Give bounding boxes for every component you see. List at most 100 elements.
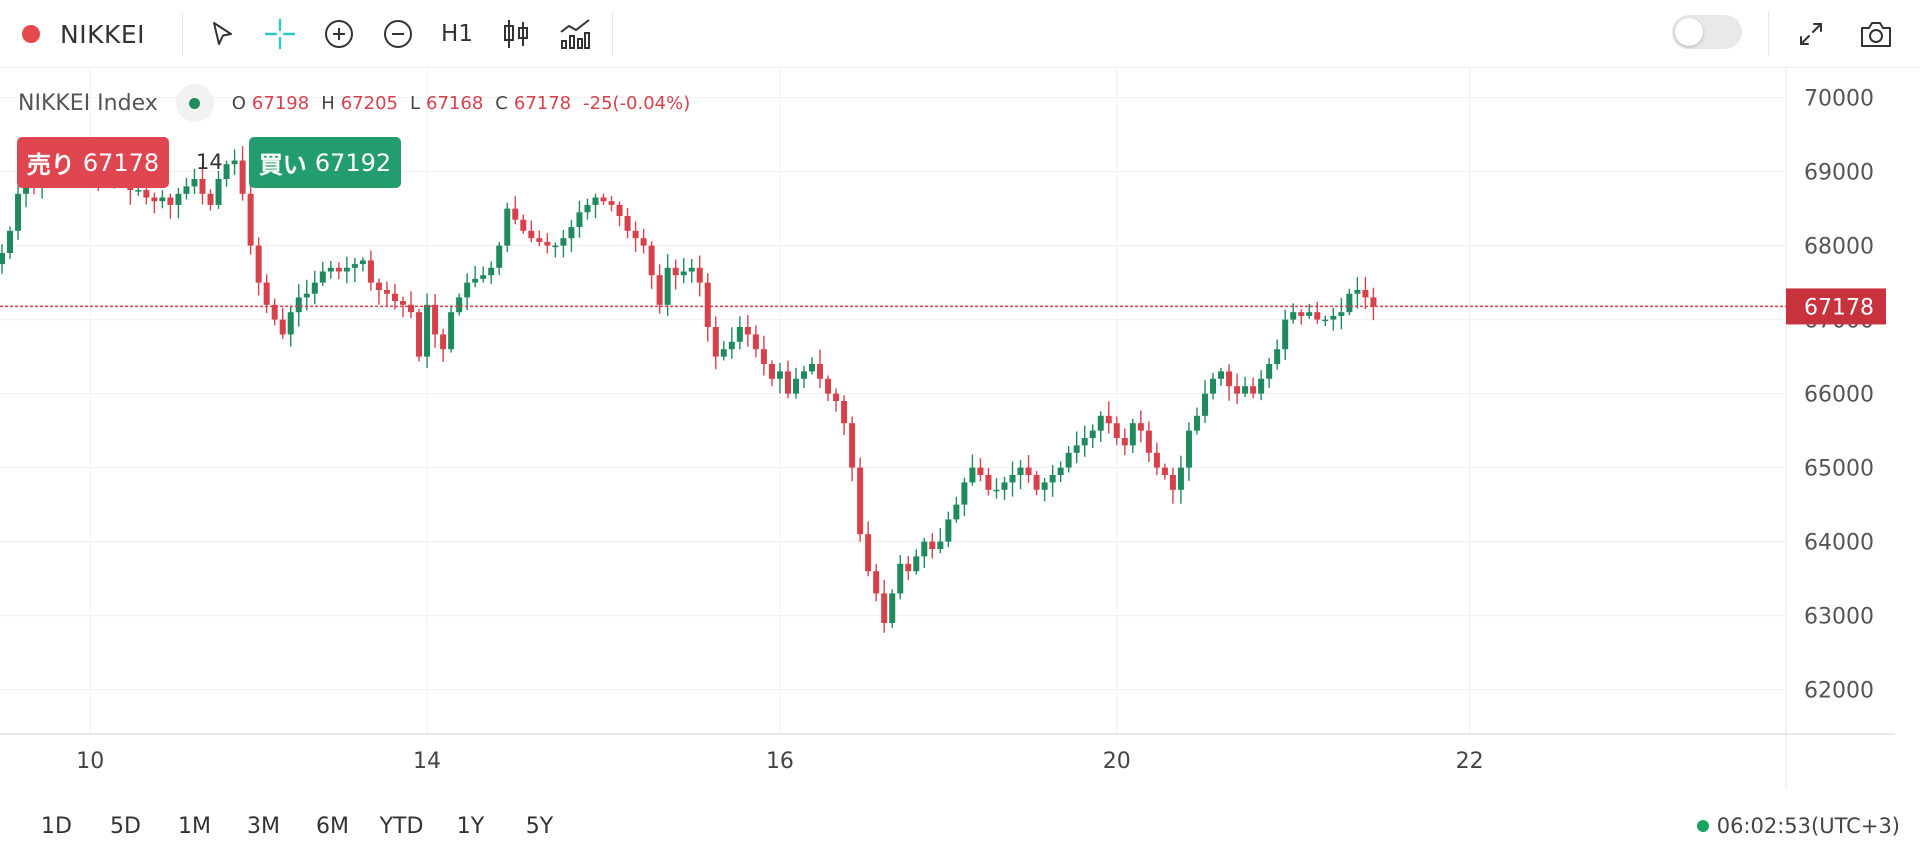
low-label: L [410, 92, 421, 114]
candle-body [135, 190, 142, 192]
candle-body [480, 275, 487, 279]
interval-button[interactable]: H1 [437, 14, 477, 54]
candle-body [504, 208, 511, 246]
candle-body [1177, 467, 1184, 490]
time-tick-label: 16 [766, 749, 794, 774]
candle-body [1153, 452, 1160, 468]
candle-body [1121, 438, 1128, 446]
candle-body [1113, 423, 1120, 438]
candle-body [207, 193, 214, 205]
time-tick-label: 14 [413, 749, 441, 774]
candle-body [576, 212, 583, 228]
range-ytd[interactable]: YTD [379, 814, 424, 839]
buy-price: 67192 [314, 148, 392, 177]
clock-time: 06:02:53(UTC+3) [1716, 814, 1900, 838]
connection-dot-icon [1696, 820, 1709, 832]
symbol-selector[interactable]: NIKKEI [22, 18, 145, 50]
candle-body [359, 260, 366, 265]
status-dot-icon [189, 97, 201, 109]
candle-body [929, 541, 936, 549]
candle-body [1234, 386, 1241, 394]
time-tick-label: 10 [76, 749, 104, 774]
candle-body [568, 227, 575, 239]
cursor-icon[interactable] [202, 14, 242, 54]
candle-body [1105, 415, 1112, 424]
candle-body [239, 160, 246, 194]
sell-button[interactable]: 売り 67178 [17, 137, 169, 188]
range-5d[interactable]: 5D [110, 814, 141, 839]
candle-body [520, 219, 527, 231]
candle-body [552, 245, 559, 248]
candle-body [440, 334, 447, 350]
range-1m[interactable]: 1M [178, 814, 211, 839]
candle-body [279, 319, 286, 335]
toolbar-divider [182, 12, 183, 56]
candle-body [728, 341, 735, 350]
zoom-in-icon[interactable] [319, 14, 359, 54]
candle-body [183, 186, 190, 194]
crosshair-icon[interactable] [260, 14, 300, 54]
candle-body [1089, 430, 1096, 438]
range-3m[interactable]: 3M [247, 814, 280, 839]
candle-body [1322, 319, 1329, 322]
candle-body [833, 393, 840, 401]
candle-body [367, 260, 374, 283]
market-status-badge [175, 84, 214, 122]
candle-body [496, 245, 503, 268]
zoom-out-icon[interactable] [378, 14, 418, 54]
candle-body [1306, 312, 1313, 316]
range-1d[interactable]: 1D [41, 814, 72, 839]
time-tick-label: 20 [1103, 749, 1131, 774]
candle-body [768, 364, 775, 379]
candles-icon[interactable] [496, 14, 536, 54]
price-tick-label: 62000 [1804, 679, 1874, 704]
range-5y[interactable]: 5Y [525, 814, 554, 839]
candle-body [303, 293, 310, 298]
change-value: -25(-0.04%) [583, 92, 691, 114]
range-1y[interactable]: 1Y [456, 814, 485, 839]
price-tick-label: 64000 [1804, 531, 1874, 556]
candle-body [977, 467, 984, 475]
candle-body [295, 297, 302, 313]
candle-body [881, 593, 888, 623]
candle-body [857, 467, 864, 535]
candle-body [1161, 467, 1168, 475]
fullscreen-icon[interactable] [1791, 14, 1831, 54]
candle-body [680, 271, 687, 276]
camera-icon[interactable] [1856, 14, 1896, 54]
candle-body [1314, 312, 1321, 320]
range-6m[interactable]: 6M [316, 814, 349, 839]
candle-body [1282, 319, 1289, 350]
symbol-name: NIKKEI [60, 19, 146, 49]
price-chart[interactable]: 7000069000680006700066000650006400063000… [0, 68, 1920, 802]
candle-body [648, 245, 655, 276]
candle-body [776, 371, 783, 379]
candle-body [656, 275, 663, 305]
toolbar-divider [612, 12, 613, 56]
candle-body [752, 334, 759, 350]
candle-body [1242, 386, 1249, 394]
candle-body [953, 504, 960, 520]
candle-body [1354, 290, 1361, 294]
candle-body [151, 197, 158, 202]
candle-body [1033, 475, 1040, 490]
candle-body [584, 204, 591, 213]
candle-body [319, 271, 326, 283]
candle-body [159, 197, 166, 202]
candle-body [1370, 297, 1377, 307]
candle-body [841, 401, 848, 424]
spread-value: 14 [196, 150, 223, 174]
buy-button[interactable]: 買い 67192 [249, 137, 401, 188]
candle-body [0, 253, 5, 265]
candle-body [624, 216, 631, 231]
candle-body [1202, 393, 1208, 416]
candle-body [215, 179, 222, 205]
candle-body [416, 312, 423, 357]
candle-body [1298, 312, 1305, 316]
candle-body [608, 201, 615, 205]
candle-body [801, 371, 807, 379]
indicators-icon[interactable] [555, 14, 595, 54]
candle-body [1185, 430, 1192, 468]
time-tick-label: 22 [1456, 749, 1484, 774]
theme-toggle[interactable] [1672, 15, 1742, 49]
